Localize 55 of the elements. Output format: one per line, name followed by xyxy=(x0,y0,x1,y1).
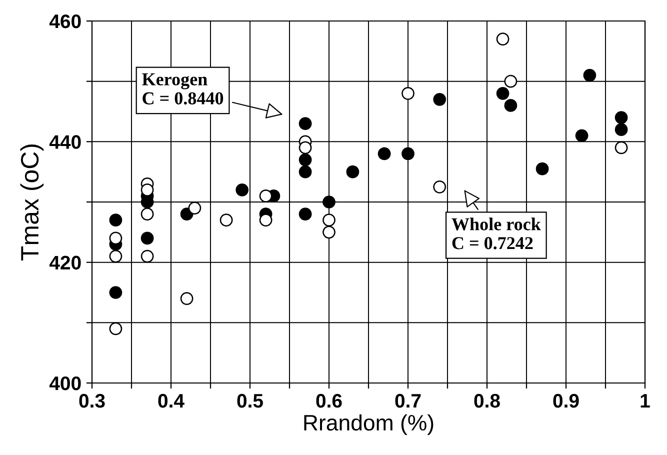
point xyxy=(322,226,336,239)
y-tick-label: 440 xyxy=(49,135,81,149)
x-tick-label: 1 xyxy=(640,394,650,408)
x-tick-label: 0.6 xyxy=(316,394,342,408)
point xyxy=(236,184,249,196)
point xyxy=(536,162,549,176)
annotation: Kerogen C = 0.8440 xyxy=(142,73,224,105)
point xyxy=(614,123,628,136)
point xyxy=(140,250,154,263)
point xyxy=(496,86,510,100)
point xyxy=(220,214,233,227)
point xyxy=(402,86,414,100)
point xyxy=(496,32,510,46)
point xyxy=(433,180,446,194)
x-tick-label: 0.5 xyxy=(237,394,263,408)
annotation: Whole rock C = 0.7242 xyxy=(452,218,541,250)
x-tick-label: 0.3 xyxy=(79,394,105,408)
point xyxy=(298,208,312,220)
point xyxy=(109,232,122,245)
x-axis-title: Rrandom (%) xyxy=(304,414,434,436)
point xyxy=(402,147,414,160)
point xyxy=(188,202,202,214)
point xyxy=(109,286,122,299)
point xyxy=(322,214,336,227)
y-axis-title: Tmax (oC) xyxy=(20,144,44,260)
point xyxy=(298,117,312,130)
point xyxy=(259,190,272,202)
point xyxy=(109,322,122,336)
x-tick-label: 0.7 xyxy=(395,394,421,408)
y-tick-label: 460 xyxy=(49,14,81,28)
point xyxy=(614,111,628,124)
point xyxy=(109,250,122,263)
point xyxy=(614,141,628,154)
point xyxy=(140,184,154,196)
point xyxy=(322,196,336,208)
point xyxy=(140,208,154,220)
x-tick-label: 0.4 xyxy=(158,394,184,408)
point xyxy=(575,129,588,142)
point xyxy=(346,165,360,178)
point xyxy=(298,165,312,178)
point xyxy=(298,141,312,154)
point xyxy=(504,74,518,88)
x-tick-label: 0.8 xyxy=(474,394,500,408)
point xyxy=(140,232,154,245)
point xyxy=(259,214,272,227)
y-tick-label: 420 xyxy=(49,256,81,270)
point xyxy=(378,147,391,160)
point xyxy=(433,93,446,106)
x-tick-label: 0.9 xyxy=(553,394,579,408)
point xyxy=(180,292,194,305)
point xyxy=(298,153,312,166)
point xyxy=(109,214,122,227)
point xyxy=(504,99,518,112)
y-tick-label: 400 xyxy=(49,376,81,390)
point xyxy=(583,68,596,82)
